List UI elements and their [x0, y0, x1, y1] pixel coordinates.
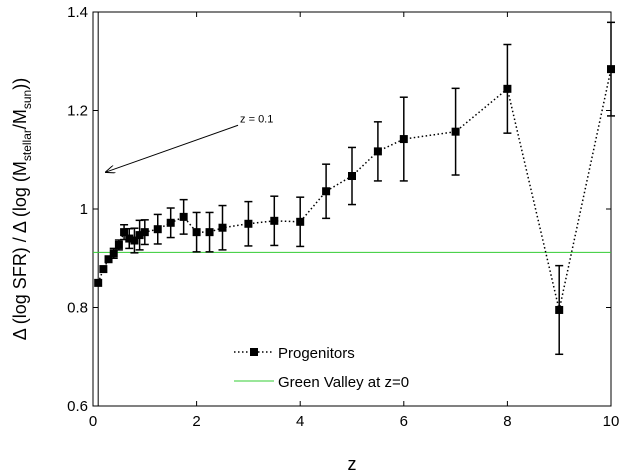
annotation-label: z = 0.1: [240, 113, 273, 125]
data-point: [153, 225, 162, 234]
data-point: [114, 240, 123, 249]
data-point: [270, 216, 279, 225]
plot-area: [92, 11, 612, 407]
data-point: [140, 228, 149, 237]
legend-green-valley-label: Green Valley at z=0: [278, 374, 409, 391]
data-point: [205, 228, 214, 237]
data-point: [218, 223, 227, 232]
legend-progenitors-label: Progenitors: [278, 345, 355, 362]
y-tick-label: 1.4: [67, 4, 88, 21]
series-progenitors-markers: [94, 65, 615, 314]
y-tick-label: 1: [80, 201, 88, 218]
axis-ticks: [92, 11, 612, 407]
y-axis-title: Δ(log SFR) / Δ (log (Mstellar/Msun)): [10, 78, 34, 340]
data-point: [555, 305, 564, 314]
data-point: [120, 228, 129, 237]
annotation-arrow: [106, 124, 239, 172]
x-tick-label: 8: [503, 413, 511, 430]
data-point: [451, 127, 460, 136]
data-point: [192, 228, 201, 237]
data-point: [94, 278, 103, 287]
data-point: [503, 84, 512, 93]
data-point: [373, 147, 382, 156]
x-tick-label: 2: [192, 413, 200, 430]
annotation: z = 0.1: [97, 12, 273, 406]
y-tick-label: 0.8: [67, 300, 88, 317]
data-point: [125, 234, 134, 243]
x-tick-label: 4: [296, 413, 304, 430]
data-point: [104, 255, 113, 264]
x-tick-label: 6: [400, 413, 408, 430]
data-point: [166, 218, 175, 227]
data-point: [109, 249, 118, 258]
data-point: [130, 236, 139, 245]
data-point: [135, 231, 144, 240]
tick-labels: 0 2 4 6 8 10 0.6 0.8 1 1.2 1.4: [67, 4, 619, 430]
legend: Progenitors Green Valley at z=0: [234, 345, 409, 391]
data-point: [348, 172, 356, 181]
x-axis-title: z: [348, 454, 357, 474]
data-point: [179, 212, 188, 221]
legend-progenitors-marker: [250, 348, 258, 356]
data-point: [399, 135, 408, 144]
y-tick-label: 1.2: [67, 103, 88, 120]
x-tick-label: 10: [603, 413, 620, 430]
y-tick-label: 0.6: [67, 398, 88, 415]
data-point: [322, 187, 331, 196]
data-point: [296, 217, 305, 226]
data-point: [99, 265, 108, 274]
series-progenitors-line: [97, 68, 612, 311]
data-point: [607, 65, 615, 74]
data-point: [244, 219, 253, 228]
x-tick-label: 0: [89, 413, 97, 430]
